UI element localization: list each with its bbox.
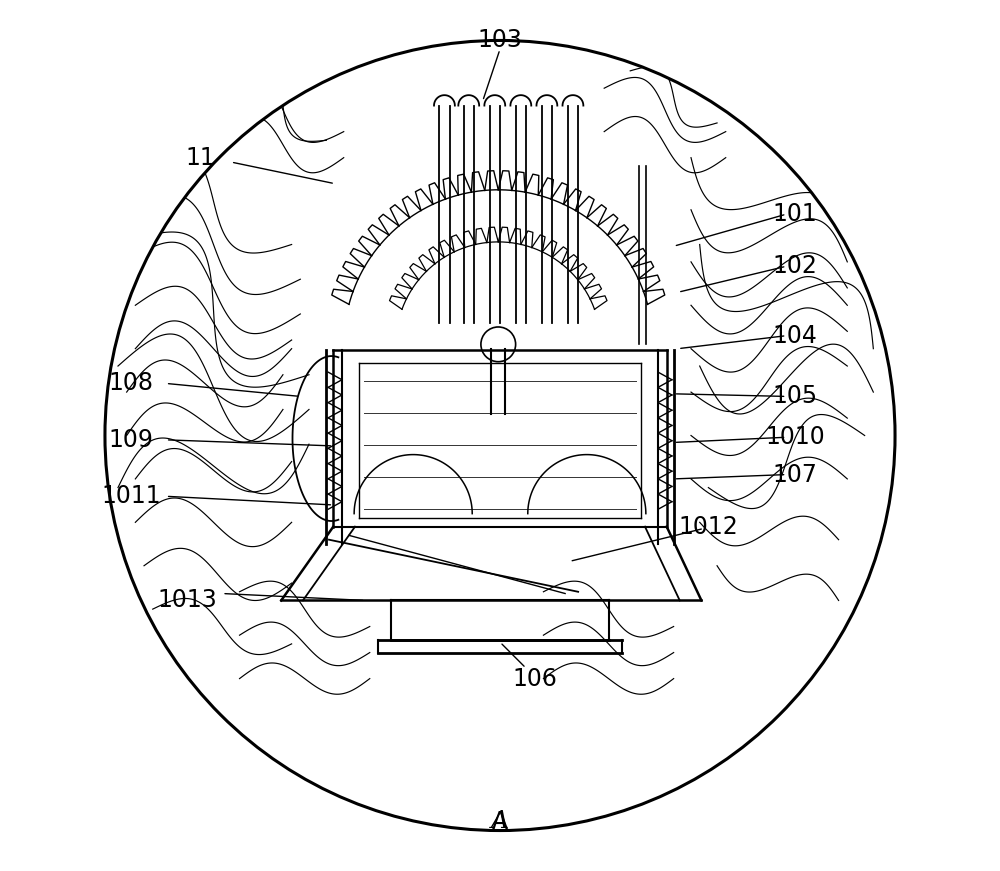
Text: 101: 101 <box>773 202 818 226</box>
Text: 1011: 1011 <box>101 484 161 509</box>
Text: 108: 108 <box>109 371 154 395</box>
Text: 103: 103 <box>478 29 522 52</box>
Text: 1013: 1013 <box>158 589 217 612</box>
Text: 106: 106 <box>512 666 557 691</box>
Text: 102: 102 <box>773 254 818 278</box>
Text: A: A <box>491 810 509 834</box>
Text: 105: 105 <box>773 384 818 408</box>
Text: 11: 11 <box>186 145 215 170</box>
Text: 1010: 1010 <box>765 425 825 449</box>
Text: 104: 104 <box>773 324 818 348</box>
Text: 1012: 1012 <box>678 515 738 538</box>
Text: 109: 109 <box>109 428 153 452</box>
Text: A: A <box>492 810 508 834</box>
Text: 107: 107 <box>773 463 818 487</box>
